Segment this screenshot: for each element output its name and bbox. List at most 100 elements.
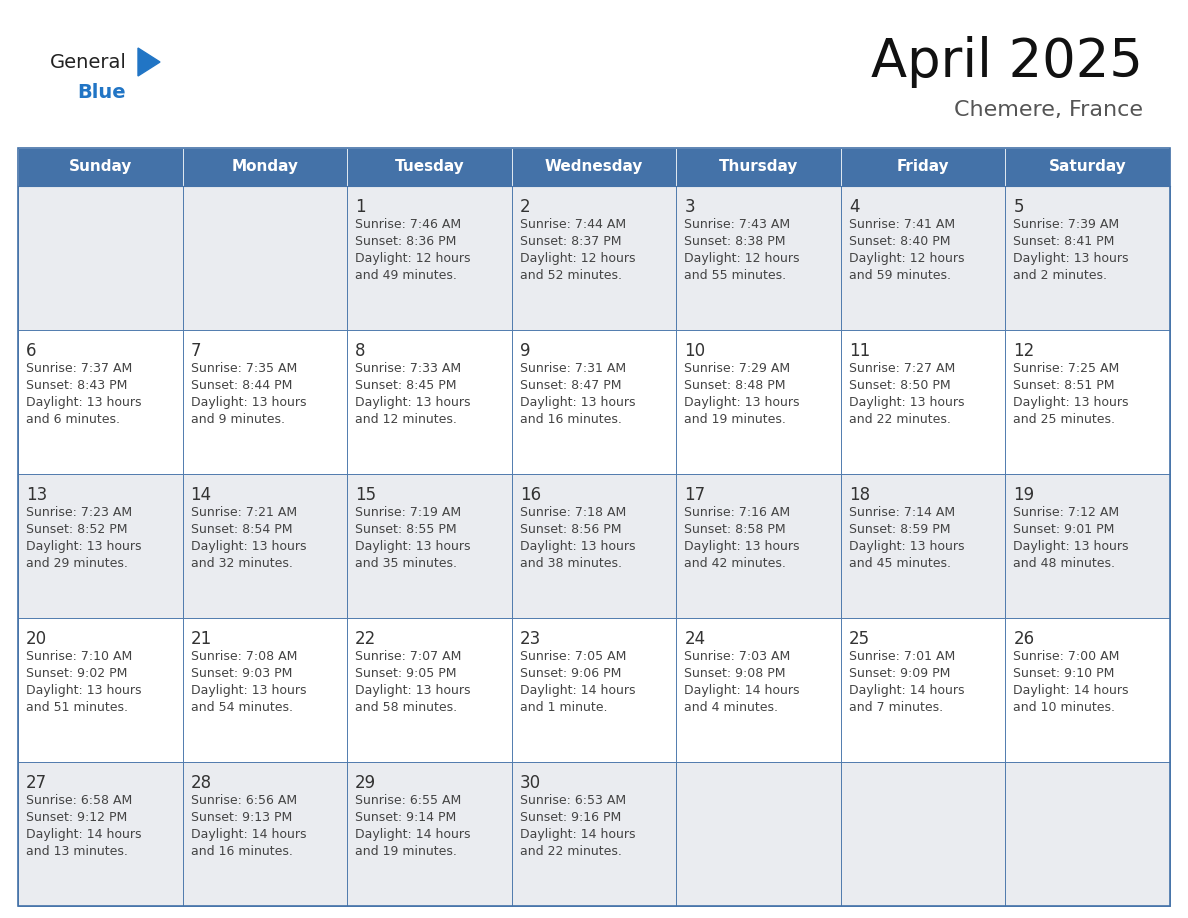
Text: Saturday: Saturday — [1049, 160, 1126, 174]
Text: Wednesday: Wednesday — [545, 160, 643, 174]
Text: Daylight: 13 hours: Daylight: 13 hours — [190, 540, 307, 553]
Text: Sunrise: 7:03 AM: Sunrise: 7:03 AM — [684, 650, 790, 663]
Text: Sunset: 8:51 PM: Sunset: 8:51 PM — [1013, 379, 1114, 392]
Text: Daylight: 13 hours: Daylight: 13 hours — [1013, 396, 1129, 409]
Text: Sunset: 9:13 PM: Sunset: 9:13 PM — [190, 811, 292, 824]
Text: Daylight: 12 hours: Daylight: 12 hours — [684, 252, 800, 265]
Text: and 19 minutes.: and 19 minutes. — [355, 845, 457, 858]
Bar — [512, 762, 676, 906]
Bar — [512, 186, 676, 330]
Text: 22: 22 — [355, 630, 377, 648]
Text: and 54 minutes.: and 54 minutes. — [190, 701, 292, 714]
Text: Daylight: 12 hours: Daylight: 12 hours — [849, 252, 965, 265]
Text: 18: 18 — [849, 486, 870, 504]
Text: Sunrise: 7:00 AM: Sunrise: 7:00 AM — [1013, 650, 1120, 663]
Text: and 32 minutes.: and 32 minutes. — [190, 557, 292, 570]
Text: Chemere, France: Chemere, France — [954, 100, 1143, 120]
Text: 17: 17 — [684, 486, 706, 504]
Text: 4: 4 — [849, 198, 859, 216]
Text: and 19 minutes.: and 19 minutes. — [684, 413, 786, 426]
Text: 16: 16 — [519, 486, 541, 504]
Text: 2: 2 — [519, 198, 530, 216]
Text: Monday: Monday — [232, 160, 298, 174]
Text: 23: 23 — [519, 630, 541, 648]
Text: 6: 6 — [26, 342, 37, 360]
Bar — [676, 474, 841, 618]
Text: Sunday: Sunday — [69, 160, 132, 174]
Bar — [1005, 762, 1170, 906]
Text: Sunrise: 7:46 AM: Sunrise: 7:46 AM — [355, 218, 461, 231]
Text: 21: 21 — [190, 630, 211, 648]
Bar — [676, 186, 841, 330]
Text: Daylight: 13 hours: Daylight: 13 hours — [849, 540, 965, 553]
Text: Sunset: 9:14 PM: Sunset: 9:14 PM — [355, 811, 456, 824]
Text: 8: 8 — [355, 342, 366, 360]
Text: Daylight: 13 hours: Daylight: 13 hours — [355, 396, 470, 409]
Text: Blue: Blue — [77, 83, 126, 102]
Text: Sunrise: 7:07 AM: Sunrise: 7:07 AM — [355, 650, 461, 663]
Text: Sunrise: 7:21 AM: Sunrise: 7:21 AM — [190, 506, 297, 519]
Text: and 38 minutes.: and 38 minutes. — [519, 557, 621, 570]
Text: and 42 minutes.: and 42 minutes. — [684, 557, 786, 570]
Text: Sunrise: 7:14 AM: Sunrise: 7:14 AM — [849, 506, 955, 519]
Text: Daylight: 13 hours: Daylight: 13 hours — [355, 540, 470, 553]
Text: and 6 minutes.: and 6 minutes. — [26, 413, 120, 426]
Text: and 16 minutes.: and 16 minutes. — [190, 845, 292, 858]
Bar — [512, 474, 676, 618]
Text: Sunset: 9:01 PM: Sunset: 9:01 PM — [1013, 523, 1114, 536]
Bar — [183, 186, 347, 330]
Text: Sunset: 9:08 PM: Sunset: 9:08 PM — [684, 667, 785, 680]
Bar — [1005, 330, 1170, 474]
Text: 10: 10 — [684, 342, 706, 360]
Bar — [676, 618, 841, 762]
Text: 26: 26 — [1013, 630, 1035, 648]
Text: Sunset: 8:54 PM: Sunset: 8:54 PM — [190, 523, 292, 536]
Text: Daylight: 13 hours: Daylight: 13 hours — [849, 396, 965, 409]
Text: Daylight: 13 hours: Daylight: 13 hours — [190, 396, 307, 409]
Text: and 7 minutes.: and 7 minutes. — [849, 701, 943, 714]
Text: and 51 minutes.: and 51 minutes. — [26, 701, 128, 714]
Text: 14: 14 — [190, 486, 211, 504]
Text: 11: 11 — [849, 342, 870, 360]
Bar — [347, 186, 512, 330]
Bar — [183, 762, 347, 906]
Bar — [676, 330, 841, 474]
Text: Sunset: 9:10 PM: Sunset: 9:10 PM — [1013, 667, 1114, 680]
Text: Sunrise: 7:43 AM: Sunrise: 7:43 AM — [684, 218, 790, 231]
Text: Sunset: 9:05 PM: Sunset: 9:05 PM — [355, 667, 456, 680]
Text: Daylight: 13 hours: Daylight: 13 hours — [355, 684, 470, 697]
Text: Sunset: 8:43 PM: Sunset: 8:43 PM — [26, 379, 127, 392]
Text: 30: 30 — [519, 774, 541, 792]
Bar — [1005, 474, 1170, 618]
Text: Daylight: 14 hours: Daylight: 14 hours — [355, 828, 470, 841]
Text: 20: 20 — [26, 630, 48, 648]
Text: Sunset: 8:41 PM: Sunset: 8:41 PM — [1013, 235, 1114, 248]
Text: Sunrise: 7:18 AM: Sunrise: 7:18 AM — [519, 506, 626, 519]
Text: Sunset: 8:56 PM: Sunset: 8:56 PM — [519, 523, 621, 536]
Text: Sunrise: 7:01 AM: Sunrise: 7:01 AM — [849, 650, 955, 663]
Bar — [1005, 618, 1170, 762]
Text: Daylight: 14 hours: Daylight: 14 hours — [849, 684, 965, 697]
Text: and 25 minutes.: and 25 minutes. — [1013, 413, 1116, 426]
Text: and 12 minutes.: and 12 minutes. — [355, 413, 457, 426]
Text: Sunrise: 6:55 AM: Sunrise: 6:55 AM — [355, 794, 461, 807]
Bar — [841, 762, 1005, 906]
Text: Sunrise: 7:37 AM: Sunrise: 7:37 AM — [26, 362, 132, 375]
Bar — [1005, 186, 1170, 330]
Text: Daylight: 13 hours: Daylight: 13 hours — [190, 684, 307, 697]
Text: Sunset: 8:44 PM: Sunset: 8:44 PM — [190, 379, 292, 392]
Text: Daylight: 13 hours: Daylight: 13 hours — [1013, 540, 1129, 553]
Bar — [347, 474, 512, 618]
Text: and 29 minutes.: and 29 minutes. — [26, 557, 128, 570]
Text: Sunset: 8:52 PM: Sunset: 8:52 PM — [26, 523, 127, 536]
Text: Sunset: 9:03 PM: Sunset: 9:03 PM — [190, 667, 292, 680]
Bar — [676, 148, 841, 186]
Text: Sunset: 8:50 PM: Sunset: 8:50 PM — [849, 379, 950, 392]
Text: Sunset: 8:55 PM: Sunset: 8:55 PM — [355, 523, 456, 536]
Text: Sunset: 8:58 PM: Sunset: 8:58 PM — [684, 523, 786, 536]
Text: Sunset: 9:06 PM: Sunset: 9:06 PM — [519, 667, 621, 680]
Text: 25: 25 — [849, 630, 870, 648]
Text: Daylight: 13 hours: Daylight: 13 hours — [26, 396, 141, 409]
Bar — [347, 330, 512, 474]
Bar — [841, 148, 1005, 186]
